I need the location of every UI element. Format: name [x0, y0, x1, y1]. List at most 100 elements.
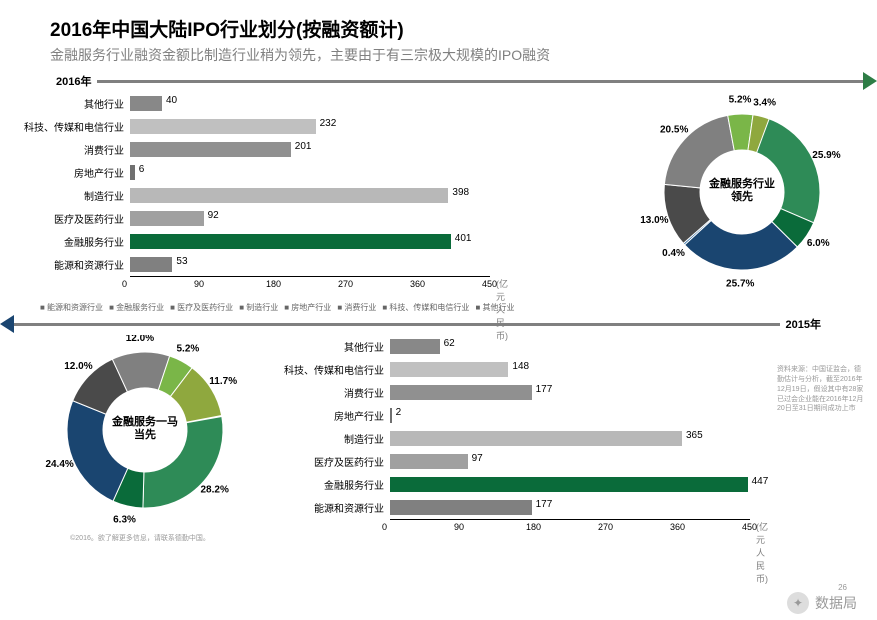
x-tick: 0: [122, 279, 127, 289]
bar-value: 53: [172, 256, 187, 267]
page-title: 2016年中国大陆IPO行业划分(按融资额计): [0, 0, 877, 46]
bar-chart-2016: 其他行业40科技、传媒和电信行业232消费行业201房地产行业6制造行业398医…: [20, 92, 490, 290]
bar-fill: [130, 142, 291, 157]
bar-row: 科技、传媒和电信行业148: [280, 358, 750, 380]
bar-track: 401: [130, 234, 490, 249]
bar-value: 97: [468, 453, 483, 464]
bar-value: 40: [162, 95, 177, 106]
donut-slice-label: 25.9%: [812, 150, 840, 161]
source-note: 资料来源：中国证监会，德勤估计与分析，截至2016年12月19日，假设其中有28…: [777, 365, 867, 414]
bar-track: 40: [130, 96, 490, 111]
bar-track: 177: [390, 385, 750, 400]
bar-label: 消费行业: [20, 142, 130, 157]
donut-slice: [756, 119, 820, 223]
bar-label: 制造行业: [20, 188, 130, 203]
copyright: ©2016。欲了解更多信息，请联系德勤中国。: [40, 533, 240, 543]
bar-row: 金融服务行业447: [280, 473, 750, 495]
year-arrow-2015: [0, 315, 14, 333]
bar-fill: [130, 119, 316, 134]
x-tick: 450: [482, 279, 497, 289]
bar-value: 365: [682, 430, 703, 441]
donut-slice-label: 3.4%: [753, 98, 776, 109]
bar-track: 148: [390, 362, 750, 377]
donut-slice-label: 12.0%: [126, 335, 154, 344]
bar-label: 医疗及医药行业: [20, 211, 130, 226]
bar-row: 消费行业 177: [280, 381, 750, 403]
bar-track: 177: [390, 500, 750, 515]
legend-label: ■ 科技、传媒和电信行业: [382, 302, 469, 313]
donut-slice-label: 28.2%: [201, 485, 229, 496]
year-label-2016: 2016年: [50, 73, 97, 89]
legend-item: ■ 科技、传媒和电信行业: [382, 302, 469, 313]
x-tick: 180: [266, 279, 281, 289]
bar-fill: [390, 431, 682, 446]
year-bar-2016: 2016年: [0, 72, 877, 90]
x-axis: 090180270360450(亿元人民币): [390, 519, 750, 533]
bar-row: 制造行业365: [280, 427, 750, 449]
legend-item: ■ 金融服务行业: [109, 302, 164, 313]
bar-row: 金融服务行业401: [20, 230, 490, 252]
bar-track: 6: [130, 165, 490, 180]
bar-label: 医疗及医药行业: [280, 454, 390, 469]
bar-value: 232: [316, 118, 337, 129]
bar-track: 398: [130, 188, 490, 203]
bar-value: 177: [532, 384, 553, 395]
x-tick: 180: [526, 522, 541, 532]
bar-value: 6: [135, 164, 145, 175]
year-bar-2015: 2015年: [0, 315, 877, 333]
legend-item: ■ 能源和资源行业: [40, 302, 103, 313]
bar-row: 制造行业398: [20, 184, 490, 206]
bar-fill: [130, 257, 172, 272]
bar-value: 177: [532, 499, 553, 510]
bar-track: 365: [390, 431, 750, 446]
bar-fill: [390, 500, 532, 515]
x-tick: 450: [742, 522, 757, 532]
legend-label: ■ 制造行业: [239, 302, 278, 313]
bar-chart-2015: 其他行业62科技、传媒和电信行业148消费行业177房地产行业2制造行业365医…: [280, 335, 750, 533]
x-tick: 270: [338, 279, 353, 289]
x-axis-unit: (亿元人民币): [756, 520, 768, 585]
donut-slice-label: 5.2%: [729, 95, 752, 106]
legend-label: ■ 其他行业: [475, 302, 514, 313]
donut-slice-label: 0.4%: [662, 248, 685, 259]
bar-fill: [130, 96, 162, 111]
year-label-2015: 2015年: [780, 316, 827, 332]
bar-row: 其他行业 62: [280, 335, 750, 357]
bar-fill: [390, 385, 532, 400]
legend-label: ■ 消费行业: [337, 302, 376, 313]
bar-label: 能源和资源行业: [280, 500, 390, 515]
bar-value: 447: [748, 476, 769, 487]
bar-value: 201: [291, 141, 312, 152]
year-line-2016: [97, 80, 863, 83]
footer: ✦ 数据局: [787, 592, 857, 614]
donut-slice-label: 6.3%: [113, 515, 136, 526]
donut-slice-label: 11.7%: [209, 376, 237, 387]
bar-track: 53: [130, 257, 490, 272]
donut-2016-wrap: 25.9%6.0%25.7%0.4%13.0%20.5%5.2%3.4% 金融服…: [627, 92, 857, 292]
bar-track: 62: [390, 339, 750, 354]
bar-track: 2: [390, 408, 750, 423]
x-tick: 360: [670, 522, 685, 532]
bar-track: 447: [390, 477, 750, 492]
section-2016: 其他行业40科技、传媒和电信行业232消费行业201房地产行业6制造行业398医…: [0, 90, 877, 315]
section-2015: 28.2%6.3%24.4%12.0%12.0%5.2%11.7% 金融服务一马…: [0, 333, 877, 537]
legend-label: ■ 房地产行业: [284, 302, 331, 313]
donut-slice-label: 13.0%: [640, 215, 668, 226]
bar-value: 401: [451, 233, 472, 244]
bar-label: 其他行业: [280, 339, 390, 354]
legend-item: ■ 消费行业: [337, 302, 376, 313]
donut-2016-center: 金融服务行业领先: [707, 178, 777, 204]
page-number: 26: [838, 583, 847, 592]
bar-label: 其他行业: [20, 96, 130, 111]
legend: ■ 能源和资源行业■ 金融服务行业■ 医疗及医药行业■ 制造行业■ 房地产行业■…: [40, 302, 627, 313]
bar-fill: [390, 362, 508, 377]
bar-fill: [130, 188, 448, 203]
bar-row: 其他行业 40: [20, 92, 490, 114]
bar-value: 2: [392, 407, 402, 418]
bar-label: 消费行业: [280, 385, 390, 400]
bar-row: 能源和资源行业 177: [280, 496, 750, 518]
bar-value: 62: [440, 338, 455, 349]
x-axis: 090180270360450(亿元人民币): [130, 276, 490, 290]
x-tick: 90: [194, 279, 204, 289]
bar-label: 金融服务行业: [280, 477, 390, 492]
